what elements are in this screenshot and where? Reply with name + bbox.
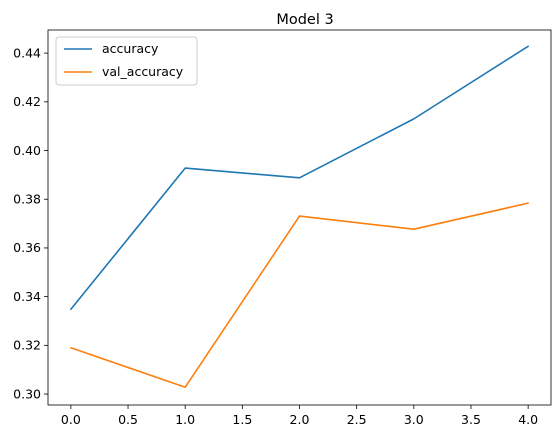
x-axis: 0.0 0.5 1.0 1.5 2.0 2.5 3.0 3.5 4.0 <box>61 405 538 427</box>
series-line-accuracy <box>70 45 529 311</box>
y-tick-label: 0.44 <box>13 45 41 60</box>
x-tick-label: 3.0 <box>404 412 424 427</box>
y-tick-label: 0.38 <box>13 192 41 207</box>
x-tick-label: 0.0 <box>61 412 81 427</box>
y-axis: 0.30 0.32 0.34 0.36 0.38 0.40 0.42 0.44 <box>13 45 48 401</box>
y-tick-label: 0.36 <box>13 240 41 255</box>
y-tick-label: 0.32 <box>13 338 41 353</box>
series-line-val-accuracy <box>70 202 529 389</box>
y-tick-label: 0.30 <box>13 386 41 401</box>
x-tick-label: 2.0 <box>290 412 310 427</box>
x-tick-label: 0.5 <box>118 412 138 427</box>
x-tick-label: 1.5 <box>232 412 252 427</box>
plot-area <box>47 29 552 406</box>
x-tick-label: 2.5 <box>347 412 367 427</box>
y-tick-label: 0.40 <box>13 143 41 158</box>
y-tick-label: 0.34 <box>13 289 41 304</box>
x-tick-label: 3.5 <box>461 412 481 427</box>
chart-title: Model 3 <box>276 12 333 28</box>
x-tick-label: 1.0 <box>175 412 195 427</box>
legend-label-val-accuracy: val_accuracy <box>102 64 184 79</box>
legend-label-accuracy: accuracy <box>102 41 159 56</box>
series-layer <box>70 45 529 389</box>
legend: accuracy val_accuracy <box>55 36 198 86</box>
y-tick-label: 0.42 <box>13 94 41 109</box>
x-tick-label: 4.0 <box>518 412 538 427</box>
